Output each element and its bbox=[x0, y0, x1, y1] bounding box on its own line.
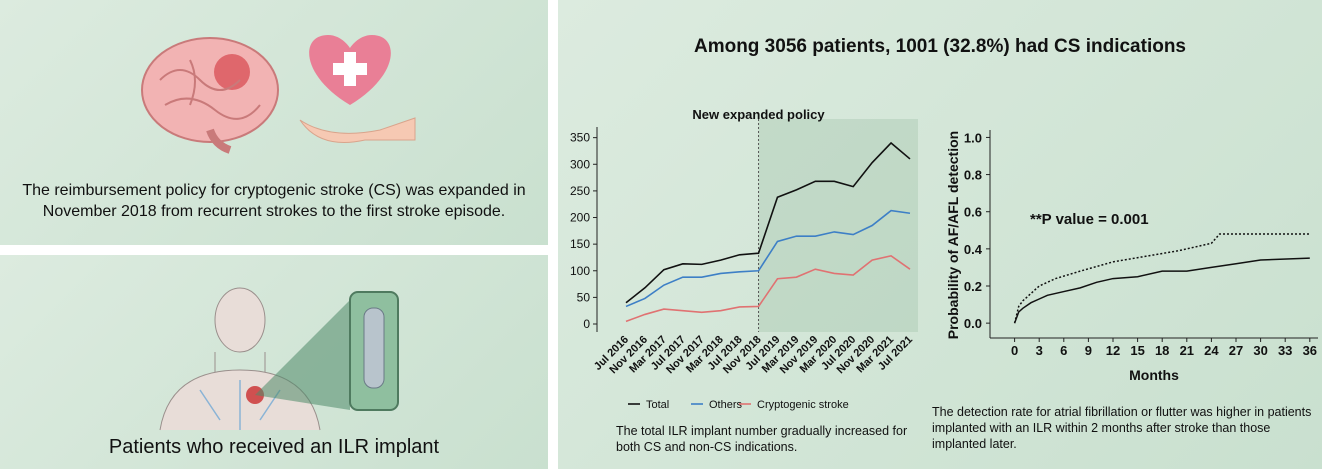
x-tick-label: 3 bbox=[1036, 343, 1043, 358]
km-curve bbox=[1013, 257, 1310, 324]
km-curve bbox=[1013, 233, 1310, 324]
implant-label: Patients who received an ILR implant bbox=[108, 436, 440, 458]
policy-text: The reimbursement policy for cryptogenic… bbox=[22, 182, 526, 220]
x-tick-label: 0 bbox=[1011, 343, 1018, 358]
p-value-annotation: **P value = 0.001 bbox=[1030, 211, 1149, 228]
series-line bbox=[625, 254, 911, 323]
x-tick-label: 36 bbox=[1303, 343, 1317, 358]
y-tick-label: 0 bbox=[583, 317, 590, 331]
legend-label: Cryptogenic stroke bbox=[757, 399, 849, 411]
y-tick-label: 1.0 bbox=[964, 130, 982, 145]
y-tick-label: 250 bbox=[570, 184, 590, 198]
implant-panel bbox=[0, 255, 548, 469]
legend-label: Total bbox=[646, 399, 669, 411]
x-tick-label: 18 bbox=[1155, 343, 1169, 358]
heart-hand-icon bbox=[299, 35, 416, 143]
y-tick-label: 0.8 bbox=[964, 168, 982, 183]
x-tick-label: 27 bbox=[1229, 343, 1243, 358]
y-tick-label: 100 bbox=[570, 264, 590, 278]
policy-annotation: New expanded policy bbox=[692, 107, 825, 122]
results-panel bbox=[558, 0, 1322, 469]
illustrations bbox=[141, 35, 416, 431]
series-line bbox=[625, 209, 911, 308]
x-axis-title: Months bbox=[1129, 367, 1179, 383]
y-tick-label: 0.6 bbox=[964, 205, 982, 220]
x-tick-label: 15 bbox=[1130, 343, 1144, 358]
person-icon bbox=[159, 287, 399, 431]
x-tick-label: 33 bbox=[1278, 343, 1292, 358]
x-tick-label: 24 bbox=[1204, 343, 1219, 358]
y-tick-label: 0.4 bbox=[964, 242, 983, 257]
policy-panel bbox=[0, 0, 548, 245]
series-line bbox=[625, 141, 911, 304]
y-tick-label: 200 bbox=[570, 211, 590, 225]
y-tick-label: 350 bbox=[570, 131, 590, 145]
policy-shade bbox=[758, 119, 918, 332]
y-tick-label: 0.2 bbox=[964, 279, 982, 294]
x-tick-label: 6 bbox=[1060, 343, 1067, 358]
y-tick-label: 0.0 bbox=[964, 316, 982, 331]
legend-label: Others bbox=[709, 399, 743, 411]
line-caption: The total ILR implant number gradually i… bbox=[616, 424, 908, 454]
main-title: Among 3056 patients, 1001 (32.8%) had CS… bbox=[694, 36, 1186, 57]
y-tick-label: 300 bbox=[570, 157, 590, 171]
brain-icon bbox=[141, 37, 279, 154]
x-tick-label: 30 bbox=[1253, 343, 1267, 358]
y-axis-title: Probability of AF/AFL detection bbox=[945, 131, 961, 339]
x-tick-label: 21 bbox=[1180, 343, 1194, 358]
x-tick-label: 12 bbox=[1106, 343, 1120, 358]
y-tick-label: 150 bbox=[570, 237, 590, 251]
x-tick-label: 9 bbox=[1085, 343, 1092, 358]
km-caption: The detection rate for atrial fibrillati… bbox=[932, 405, 1312, 451]
y-tick-label: 50 bbox=[577, 290, 591, 304]
results-charts: Among 3056 patients, 1001 (32.8%) had CS… bbox=[570, 36, 1318, 411]
